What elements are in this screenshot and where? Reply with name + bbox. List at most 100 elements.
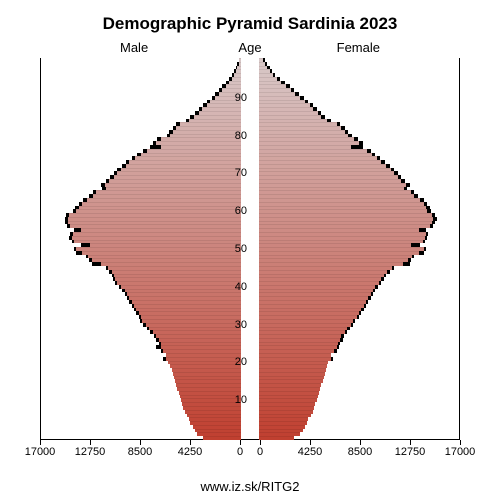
female-bar (259, 62, 459, 66)
female-bar (259, 134, 459, 138)
female-bar (259, 292, 459, 296)
male-bar (41, 194, 241, 198)
female-bar (259, 84, 459, 88)
male-bar (41, 236, 241, 240)
female-bar (259, 206, 459, 210)
female-bar (259, 156, 459, 160)
male-bar (41, 361, 241, 365)
female-bar (259, 232, 459, 236)
female-bar (259, 414, 459, 418)
x-tick-mark (140, 440, 141, 445)
male-bar (41, 357, 241, 361)
male-bar (41, 395, 241, 399)
x-tick-mark (190, 440, 191, 445)
male-bar (41, 304, 241, 308)
female-bar (259, 364, 459, 368)
female-bar (259, 270, 459, 274)
male-bar (41, 81, 241, 85)
male-bar (41, 190, 241, 194)
male-bar (41, 224, 241, 228)
female-bar (259, 130, 459, 134)
female-bar (259, 345, 459, 349)
male-bar (41, 96, 241, 100)
female-bar (259, 300, 459, 304)
x-tick-mark (460, 440, 461, 445)
female-bar (259, 111, 459, 115)
female-bar (259, 425, 459, 429)
male-bar (41, 202, 241, 206)
male-bar (41, 134, 241, 138)
male-bar (41, 58, 241, 62)
male-bar (41, 198, 241, 202)
male-bar (41, 206, 241, 210)
female-bar (259, 187, 459, 191)
female-bar (259, 429, 459, 433)
female-bar (259, 171, 459, 175)
male-bar (41, 69, 241, 73)
male-bar (41, 398, 241, 402)
male-bar (41, 300, 241, 304)
male-bar (41, 315, 241, 319)
female-bar (259, 228, 459, 232)
male-bar (41, 285, 241, 289)
male-bar (41, 391, 241, 395)
male-bar (41, 103, 241, 107)
male-bar (41, 289, 241, 293)
male-bar (41, 323, 241, 327)
y-tick-label: 50 (227, 243, 247, 255)
female-bar (259, 243, 459, 247)
plot-area: 102030405060708090 (40, 58, 460, 440)
female-bar (259, 361, 459, 365)
female-bar (259, 58, 459, 62)
male-bar (41, 274, 241, 278)
female-bar (259, 126, 459, 130)
male-bar (41, 319, 241, 323)
x-tick-label: 17000 (445, 446, 476, 458)
male-bar (41, 251, 241, 255)
female-bar (259, 96, 459, 100)
female-bar (259, 330, 459, 334)
female-bar (259, 100, 459, 104)
female-bar (259, 77, 459, 81)
x-tick-label: 4250 (178, 446, 202, 458)
female-bar (259, 391, 459, 395)
male-bar (41, 258, 241, 262)
female-bar (259, 168, 459, 172)
male-bar (41, 84, 241, 88)
female-bar (259, 149, 459, 153)
male-bar (41, 217, 241, 221)
female-bar (259, 258, 459, 262)
y-tick-label: 60 (227, 205, 247, 217)
female-bar (259, 221, 459, 225)
female-bar (259, 240, 459, 244)
x-tick-mark (410, 440, 411, 445)
female-bar (259, 395, 459, 399)
y-tick-label: 10 (227, 394, 247, 406)
male-bar (41, 311, 241, 315)
x-tick-mark (360, 440, 361, 445)
label-age: Age (0, 40, 500, 55)
female-bar (259, 319, 459, 323)
male-bar (41, 436, 241, 440)
male-bar (41, 62, 241, 66)
male-bar (41, 270, 241, 274)
male-bar (41, 183, 241, 187)
female-bar (259, 213, 459, 217)
male-bar (41, 168, 241, 172)
female-bar (259, 255, 459, 259)
female-bar (259, 251, 459, 255)
female-bar (259, 334, 459, 338)
female-bar (259, 88, 459, 92)
female-bar (259, 183, 459, 187)
female-bar (259, 432, 459, 436)
female-bar (259, 383, 459, 387)
male-bar (41, 115, 241, 119)
male-bar (41, 364, 241, 368)
female-bar (259, 285, 459, 289)
female-bar (259, 153, 459, 157)
female-bar (259, 92, 459, 96)
female-bar (259, 141, 459, 145)
male-bar (41, 308, 241, 312)
y-tick-label: 20 (227, 356, 247, 368)
x-tick-mark (260, 440, 261, 445)
